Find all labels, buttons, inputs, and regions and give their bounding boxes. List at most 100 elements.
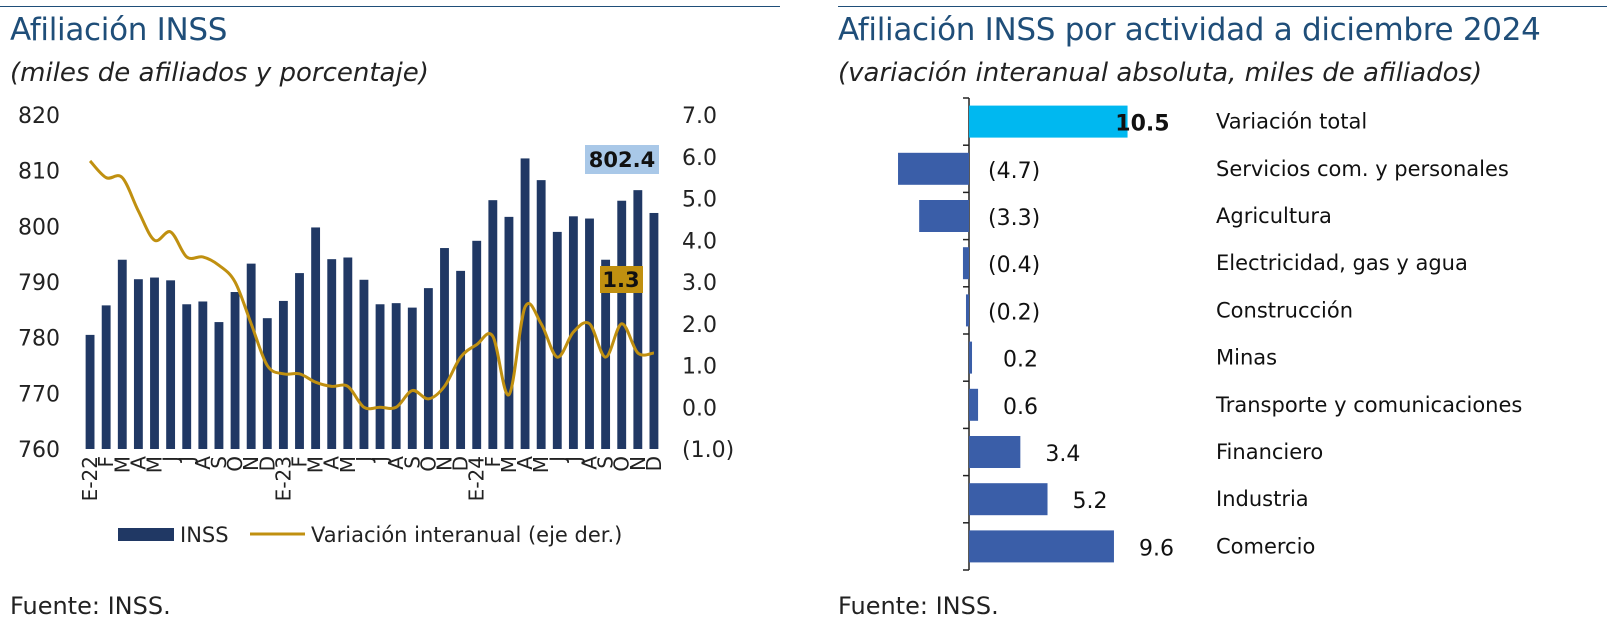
bar-inss (133, 279, 143, 449)
y-left-tick-label: 810 (18, 160, 60, 185)
x-tick-label: F (94, 456, 118, 468)
last-line-label: 1.3 (602, 268, 639, 292)
bar-inss (649, 212, 659, 449)
bar-value-label: (3.3) (988, 206, 1040, 231)
x-tick-label: O (223, 456, 247, 472)
x-tick-label: A (320, 456, 344, 470)
x-tick-label: F (288, 456, 312, 468)
bar-inss (359, 279, 369, 449)
bar-inss (552, 231, 562, 449)
bar-total (969, 105, 1128, 138)
chart-title: Afiliación INSS (10, 12, 228, 48)
bar-inss (214, 322, 224, 449)
right-chart-panel: Afiliación INSS por actividad a diciembr… (838, 0, 1607, 631)
last-bar-label: 802.4 (589, 148, 655, 172)
x-tick-label: A (513, 456, 537, 470)
category-label: Servicios com. y personales (1216, 157, 1509, 181)
source-note: Fuente: INSS. (838, 592, 999, 620)
x-tick-label: J (175, 456, 199, 464)
bar-inss (504, 216, 514, 449)
bar-value-label: (0.4) (988, 253, 1040, 278)
bar-inss (182, 304, 192, 449)
bar-activity (969, 436, 1021, 468)
x-tick-label: A (384, 456, 408, 470)
bar-inss (601, 259, 611, 449)
bar-value-label: 10.5 (1115, 112, 1169, 137)
y-right-tick-label: 6.0 (682, 146, 717, 171)
x-tick-label: O (416, 456, 440, 472)
bar-inss (343, 257, 353, 449)
top-rule (838, 6, 1607, 7)
legend-label-line: Variación interanual (eje der.) (311, 523, 622, 547)
x-tick-label: A (126, 456, 150, 470)
x-tick-label: M (304, 456, 328, 473)
x-tick-label: A (578, 456, 602, 470)
bar-inss (311, 227, 321, 449)
bar-value-label: 0.2 (1003, 348, 1038, 373)
bar-inss (391, 303, 401, 449)
x-tick-label: J (159, 456, 183, 464)
bar-inss (536, 180, 546, 449)
category-label: Comercio (1216, 534, 1315, 558)
x-tick-label: E-22 (78, 456, 102, 501)
bar-inss (407, 307, 417, 449)
y-right-tick-label: 3.0 (682, 271, 717, 296)
x-tick-label: J (561, 456, 585, 464)
x-tick-label: J (545, 456, 569, 464)
x-tick-label: J (368, 456, 392, 464)
bar-inss (456, 270, 466, 449)
y-right-tick-label: (1.0) (682, 438, 734, 463)
x-tick-label: F (481, 456, 505, 468)
bar-inss (150, 277, 159, 449)
bar-inss (585, 218, 594, 449)
x-tick-label: D (255, 456, 279, 471)
category-label: Industria (1216, 487, 1309, 511)
bar-inss (633, 190, 643, 449)
last-bar-label-bg (585, 145, 659, 174)
bar-inss (262, 318, 272, 449)
bar-value-label: 9.6 (1139, 536, 1174, 561)
bar-inss (375, 304, 385, 449)
x-tick-label: M (143, 456, 167, 473)
x-tick-label: E-23 (271, 456, 295, 501)
y-right-tick-label: 7.0 (682, 104, 717, 129)
x-tick-label: D (449, 456, 473, 471)
x-tick-label: J (352, 456, 376, 464)
x-tick-label: N (433, 456, 457, 471)
chart-title: Afiliación INSS por actividad a diciembr… (838, 12, 1541, 48)
category-label: Electricidad, gas y agua (1216, 251, 1468, 275)
y-left-tick-label: 790 (18, 271, 60, 296)
x-tick-label: M (110, 456, 134, 473)
bar-inss (166, 280, 176, 449)
bar-inss (440, 248, 449, 449)
bar-inss (117, 259, 127, 449)
activity-horizontal-bar-chart: 10.5 Variación total (4.7) Servicios com. y… (898, 97, 1522, 571)
chart-subtitle: (variación interanual absoluta, miles de… (838, 58, 1483, 88)
bar-activity (969, 388, 979, 421)
x-tick-label: O (610, 456, 634, 472)
x-tick-label: N (239, 456, 263, 471)
bar-inss (520, 158, 530, 450)
x-tick-label: M (336, 456, 360, 473)
bar-inss (488, 200, 498, 449)
y-right-tick-label: 5.0 (682, 188, 717, 213)
category-label: Transporte y comunicaciones (1215, 393, 1522, 417)
top-rule (0, 6, 780, 7)
bar-value-label: 3.4 (1045, 442, 1080, 467)
bar-activity (965, 294, 969, 327)
bar-inss (101, 305, 111, 449)
bar-value-label: (0.2) (988, 300, 1040, 325)
bar-inss (230, 292, 240, 449)
bar-inss (246, 263, 256, 449)
left-chart-panel: Afiliación INSS (miles de afiliados y po… (0, 0, 780, 631)
chart-subtitle: (miles de afiliados y porcentaje) (10, 58, 429, 88)
y-right-tick-label: 0.0 (682, 396, 717, 421)
y-left-tick-label: 760 (18, 438, 60, 463)
y-left-tick-label: 800 (18, 215, 60, 240)
bar-activity (919, 200, 969, 232)
bar-activity (898, 152, 969, 185)
x-tick-label: M (497, 456, 521, 473)
legend-label-inss: INSS (180, 523, 229, 547)
category-label: Variación total (1216, 110, 1367, 134)
bar-activity (969, 483, 1048, 516)
